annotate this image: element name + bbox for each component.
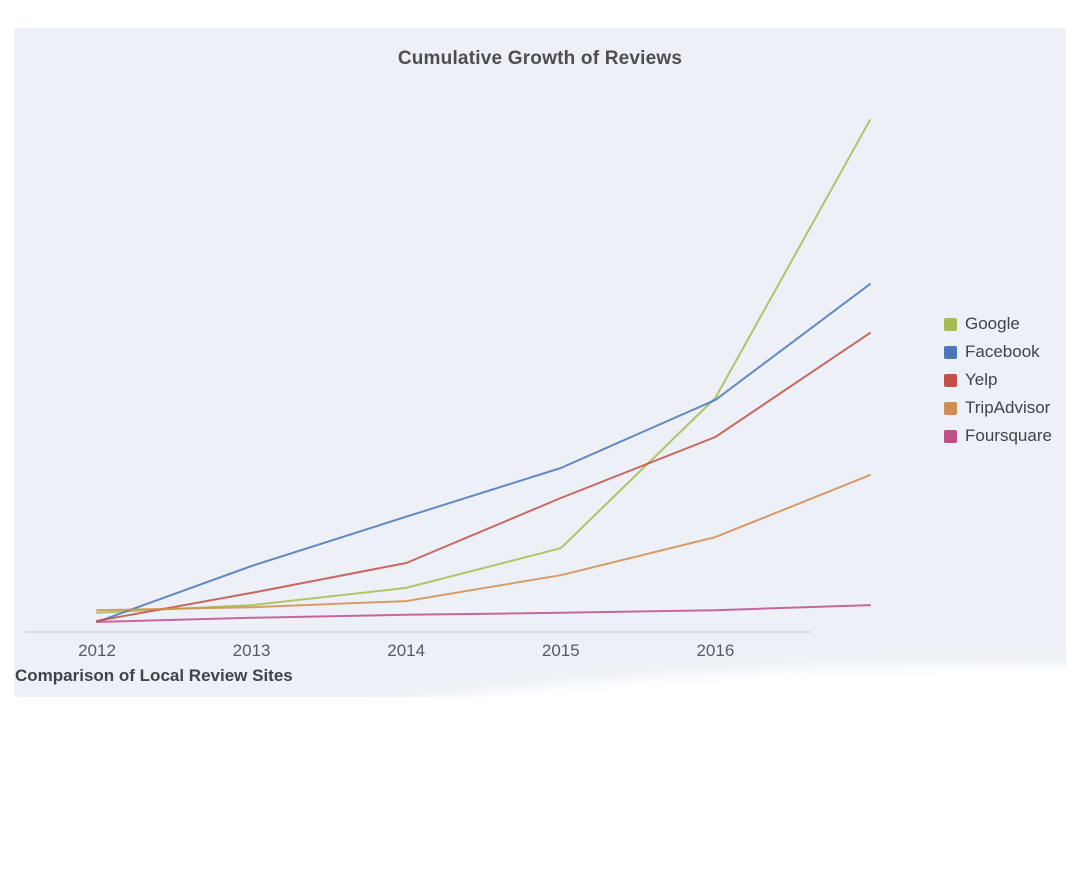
- legend-item-yelp: Yelp: [944, 369, 1052, 391]
- series-line-facebook: [96, 283, 871, 623]
- series-line-yelp: [96, 331, 871, 622]
- x-tick-label-2012: 2012: [78, 641, 116, 660]
- legend-label: Facebook: [965, 342, 1040, 361]
- chart-card: [14, 28, 1066, 697]
- chart-title: Cumulative Growth of Reviews: [397, 48, 683, 69]
- legend-swatch-icon: [944, 373, 957, 387]
- legend-label: Google: [965, 314, 1020, 333]
- legend-swatch-icon: [944, 345, 957, 359]
- x-tick-label-2015: 2015: [541, 641, 580, 660]
- x-tick-label-2014: 2014: [387, 641, 426, 660]
- legend-swatch-icon: [944, 317, 957, 331]
- series-line-google: [96, 119, 871, 614]
- series-line-tripadvisor: [96, 474, 871, 612]
- legend: Google Facebook Yelp TripAdvisor Foursquare: [944, 313, 1052, 453]
- legend-label: TripAdvisor: [965, 398, 1051, 417]
- chart-caption: Comparison of Local Review Sites: [15, 666, 293, 685]
- x-tick-label-2013: 2013: [232, 641, 271, 660]
- bottom-margin: [0, 697, 1080, 724]
- x-axis-line: [25, 631, 812, 633]
- legend-swatch-icon: [944, 429, 957, 443]
- legend-item-google: Google: [944, 313, 1052, 335]
- legend-label: Foursquare: [965, 426, 1052, 445]
- legend-item-tripadvisor: TripAdvisor: [944, 397, 1052, 419]
- legend-swatch-icon: [944, 401, 957, 415]
- plot-area: [96, 119, 871, 623]
- series-line-foursquare: [96, 604, 871, 623]
- legend-label: Yelp: [965, 370, 998, 389]
- x-tick-label-2016: 2016: [696, 641, 735, 660]
- legend-item-foursquare: Foursquare: [944, 425, 1052, 447]
- legend-item-facebook: Facebook: [944, 341, 1052, 363]
